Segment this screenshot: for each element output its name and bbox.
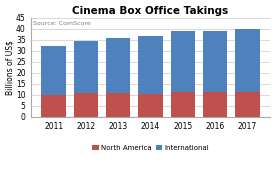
Bar	[106, 38, 130, 93]
Bar	[235, 29, 259, 92]
Title: Cinema Box Office Takings: Cinema Box Office Takings	[72, 5, 229, 16]
Bar	[74, 93, 98, 117]
Bar	[171, 31, 195, 92]
Bar	[203, 92, 227, 117]
Bar	[203, 31, 227, 92]
Bar	[138, 94, 163, 117]
Legend: North America, International: North America, International	[89, 142, 212, 154]
Bar	[74, 41, 98, 93]
Bar	[41, 95, 66, 117]
Bar	[235, 92, 259, 117]
Bar	[138, 36, 163, 94]
Text: Source: ComScore: Source: ComScore	[33, 21, 91, 26]
Bar	[41, 46, 66, 95]
Bar	[106, 93, 130, 117]
Bar	[171, 92, 195, 117]
Y-axis label: Billions of US$: Billions of US$	[6, 40, 15, 95]
